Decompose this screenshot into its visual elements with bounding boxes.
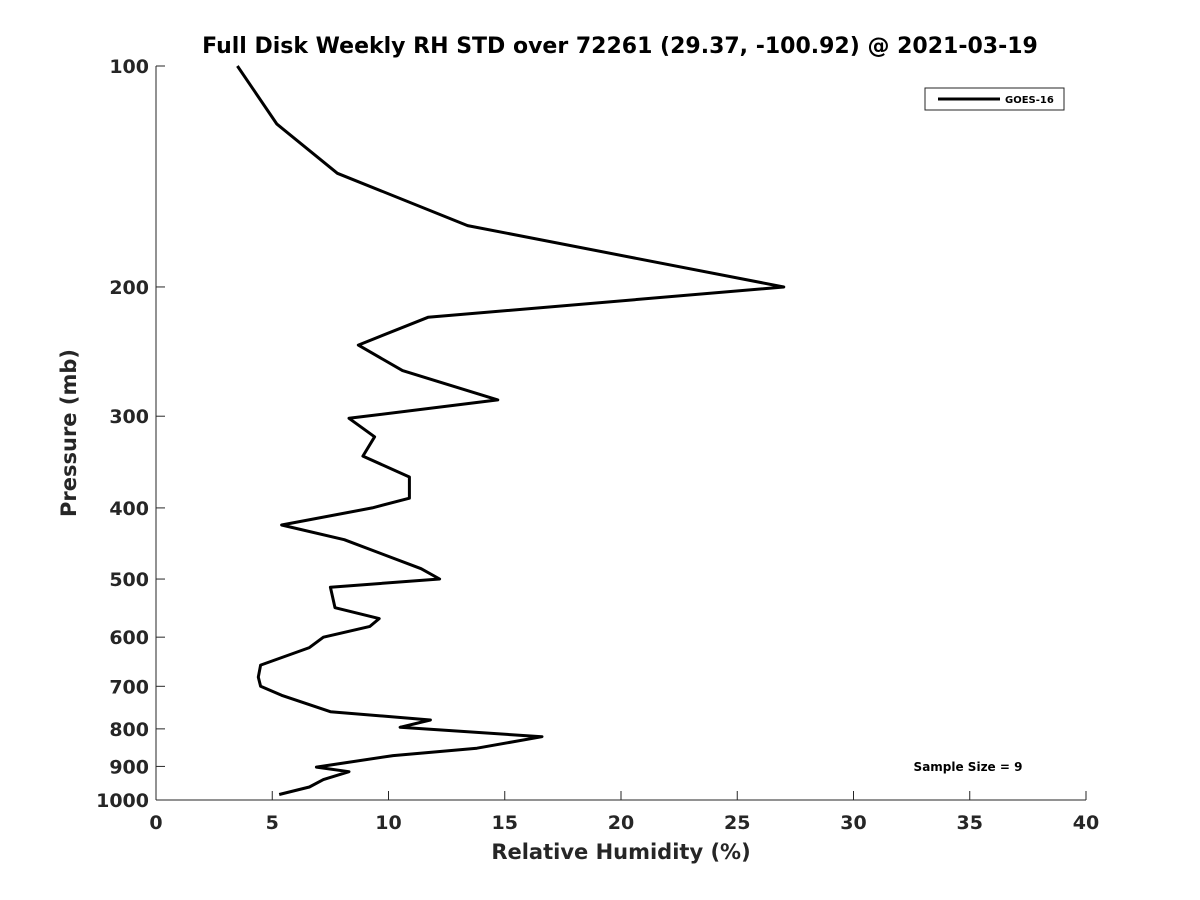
x-axis-ticks: 0 5 10 15 20 25 30 35 40	[149, 791, 1099, 834]
x-axis-label: Relative Humidity (%)	[491, 840, 750, 864]
y-tick-label: 500	[109, 569, 149, 591]
legend: GOES-16	[924, 87, 1065, 111]
y-tick-label: 300	[109, 406, 149, 428]
y-tick-label: 900	[109, 756, 149, 778]
y-tick-label: 1000	[96, 790, 149, 812]
series-line-goes-16	[236, 65, 786, 796]
plot-area: 0 5 10 15 20 25 30 35 40 100 200 300 400 500 600 700 80…	[96, 56, 1099, 834]
x-tick-label: 30	[840, 812, 866, 834]
chart-title: Full Disk Weekly RH STD over 72261 (29.3…	[202, 34, 1038, 59]
x-tick-label: 0	[149, 812, 162, 834]
x-tick-label: 40	[1073, 812, 1099, 834]
x-tick-label: 25	[724, 812, 750, 834]
y-tick-label: 700	[109, 676, 149, 698]
y-axis-ticks: 100 200 300 400 500 600 700 800 900 1000	[96, 56, 165, 812]
x-tick-label: 10	[375, 812, 401, 834]
x-tick-label: 15	[492, 812, 518, 834]
y-axis-label: Pressure (mb)	[57, 349, 81, 517]
sample-size-annotation: Sample Size = 9	[914, 760, 1023, 774]
x-tick-label: 20	[608, 812, 634, 834]
y-tick-label: 600	[109, 627, 149, 649]
x-tick-label: 35	[957, 812, 983, 834]
y-tick-label: 400	[109, 498, 149, 520]
y-tick-label: 800	[109, 719, 149, 741]
legend-entry-goes-16: GOES-16	[1005, 95, 1054, 106]
x-tick-label: 5	[266, 812, 279, 834]
y-tick-label: 200	[109, 277, 149, 299]
y-tick-label: 100	[109, 56, 149, 78]
